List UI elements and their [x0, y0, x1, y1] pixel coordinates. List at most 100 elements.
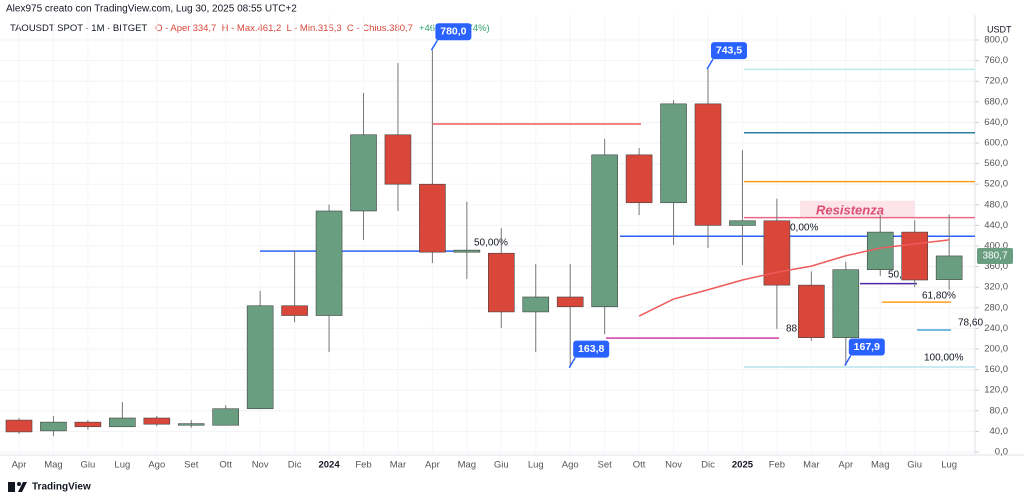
callout-pointer [844, 355, 852, 366]
y-tick-label: 120,0 [984, 385, 1008, 396]
callout-box [848, 338, 885, 356]
y-tick-label: 640,0 [984, 117, 1008, 128]
y-tick-label: 480,0 [984, 199, 1008, 210]
candle-body [866, 231, 894, 270]
candle-body [350, 134, 377, 212]
x-tick-label: Feb [355, 460, 371, 471]
x-tick-label: 2024 [318, 460, 340, 471]
candle-body [556, 296, 584, 308]
level-label: 100,00% [924, 353, 964, 364]
last-price-box [977, 247, 1013, 264]
x-tick-label: Set [598, 460, 613, 471]
level-label: 0,00% [790, 223, 818, 234]
level-label: 88,6 [786, 324, 806, 335]
x-tick-label: Ott [633, 460, 646, 471]
x-tick-label: Lug [114, 460, 130, 471]
candle-body [522, 296, 550, 313]
y-tick-label: 560,0 [984, 158, 1008, 169]
credit: Alex975 creato con TradingView.com, Lug … [6, 4, 297, 15]
candle-body [5, 419, 33, 433]
legend: TAOUSDT SPOT · 1M · BITGET O - Aper.334,7… [10, 23, 490, 34]
x-tick-label: Giu [907, 460, 922, 471]
callout-box [711, 42, 747, 60]
callout-box [435, 23, 472, 41]
callout-label: 780,0 [440, 26, 466, 38]
candle-body [419, 183, 446, 253]
y-tick-label: 600,0 [984, 138, 1008, 149]
resistance-zone [800, 200, 915, 218]
callout-label: 163,8 [578, 343, 604, 355]
candle-body [315, 210, 343, 316]
brand-logo [8, 482, 27, 492]
x-tick-label: Mag [458, 460, 476, 471]
candle-body [660, 103, 687, 204]
callout-label: 743,5 [716, 44, 742, 56]
x-tick-label: Nov [252, 460, 269, 471]
x-tick-label: Mar [390, 460, 406, 471]
level-label: 78,60 [958, 318, 983, 329]
callout-pointer [706, 58, 714, 70]
currency: USDT [987, 24, 1012, 34]
y-tick-label: 800,0 [984, 35, 1008, 46]
ohlc: O - Aper.334,7 H - Max.461,2 L - Min.315… [155, 23, 413, 34]
x-tick-label: Feb [769, 460, 785, 471]
x-tick-label: Giu [81, 460, 96, 471]
candle-body [109, 417, 136, 428]
brand: TradingView [32, 482, 91, 493]
candle-body [832, 269, 860, 338]
last-price-label: 380,7 [982, 251, 1007, 262]
x-tick-label: Dic [701, 460, 715, 471]
callout-label: 167,9 [854, 341, 880, 353]
candle-body [177, 423, 205, 426]
candle-body [625, 154, 653, 204]
y-tick-label: 320,0 [984, 282, 1008, 293]
level-label: Resistenza [816, 202, 884, 217]
candle-body [798, 284, 825, 338]
y-tick-label: 80,0 [990, 405, 1009, 416]
x-tick-label: Lug [528, 460, 544, 471]
candle-body [763, 220, 791, 286]
x-tick-label: Dic [288, 460, 302, 471]
y-tick-label: 200,0 [984, 344, 1008, 355]
y-tick-label: 280,0 [984, 302, 1008, 313]
candle-body [281, 305, 308, 316]
candle-body [74, 421, 102, 428]
level-label: 50,00% [474, 238, 508, 249]
callout-pointer [568, 357, 576, 369]
candle-body [487, 252, 515, 313]
y-tick-label: 760,0 [984, 55, 1008, 66]
y-tick-label: 40,0 [990, 426, 1009, 437]
y-tick-label: 520,0 [984, 179, 1008, 190]
candle-body [694, 103, 722, 226]
x-tick-label: Set [184, 460, 199, 471]
x-tick-label: Apr [425, 460, 440, 471]
x-tick-label: Ott [219, 460, 232, 471]
x-tick-label: Lug [941, 460, 957, 471]
y-tick-label: 240,0 [984, 323, 1008, 334]
x-tick-label: Mag [44, 460, 62, 471]
level-label: 61,80% [922, 291, 956, 302]
candle-body [729, 220, 756, 226]
candle-body [901, 231, 929, 281]
y-tick-label: 720,0 [984, 76, 1008, 87]
y-tick-label: 0,0 [995, 447, 1008, 458]
x-tick-label: Apr [12, 460, 27, 471]
y-tick-label: 440,0 [984, 220, 1008, 231]
y-tick-label: 160,0 [984, 364, 1008, 375]
x-tick-label: Mar [803, 460, 819, 471]
level-label: 50,00 [888, 270, 913, 281]
y-tick-label: 400,0 [984, 241, 1008, 252]
x-tick-label: Ago [148, 460, 165, 471]
moving-average [638, 239, 950, 317]
callout-box [573, 340, 610, 358]
candle-body [591, 154, 618, 308]
x-tick-label: Giu [494, 460, 509, 471]
candle-body [40, 421, 67, 432]
y-tick-label: 360,0 [984, 261, 1008, 272]
candle-body [935, 255, 963, 280]
y-tick-label: 680,0 [984, 96, 1008, 107]
x-tick-label: 2025 [732, 460, 754, 471]
x-tick-label: Ago [562, 460, 579, 471]
x-tick-label: Nov [665, 460, 682, 471]
